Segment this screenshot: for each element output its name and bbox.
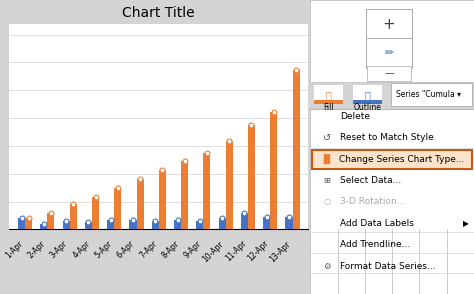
Bar (310, 0, 474, 82)
Bar (159, 170, 166, 229)
FancyBboxPatch shape (312, 150, 473, 169)
Bar (226, 141, 233, 229)
Text: Change Series Chart Type...: Change Series Chart Type... (339, 155, 465, 163)
Bar (310, 109, 474, 294)
Bar (292, 70, 300, 229)
Text: +: + (383, 16, 395, 32)
Bar (129, 220, 137, 229)
Bar (314, 100, 343, 104)
FancyBboxPatch shape (366, 38, 412, 68)
Title: Chart Title: Chart Title (122, 6, 195, 20)
Bar (203, 153, 210, 229)
Bar (285, 216, 292, 229)
Bar (181, 161, 188, 229)
Bar (174, 220, 181, 229)
Text: ⊞: ⊞ (323, 176, 330, 185)
FancyBboxPatch shape (314, 85, 343, 104)
Bar (241, 213, 248, 229)
Text: Outline: Outline (354, 103, 382, 111)
Bar (219, 218, 226, 229)
FancyBboxPatch shape (367, 66, 411, 81)
Bar (40, 224, 47, 229)
Text: —: — (384, 69, 394, 78)
Text: Fill: Fill (323, 103, 334, 111)
Text: ○: ○ (323, 198, 330, 206)
Bar (70, 204, 77, 229)
Bar (152, 221, 159, 229)
Bar (137, 179, 144, 229)
Text: 🪣: 🪣 (326, 90, 331, 100)
Bar (85, 222, 92, 229)
FancyBboxPatch shape (366, 9, 412, 40)
Text: ▐▌: ▐▌ (319, 154, 334, 164)
Text: Series "Cumula ▾: Series "Cumula ▾ (396, 90, 461, 99)
Bar (263, 216, 270, 229)
Text: 3-D Rotation...: 3-D Rotation... (340, 198, 405, 206)
FancyBboxPatch shape (353, 85, 383, 104)
Text: ▶: ▶ (463, 219, 469, 228)
Bar (47, 213, 55, 229)
Text: ↺: ↺ (323, 133, 331, 143)
Bar (196, 221, 203, 229)
Bar (18, 218, 25, 229)
Bar (25, 218, 32, 229)
Text: Add Trendline...: Add Trendline... (340, 240, 410, 249)
Bar (248, 125, 255, 229)
Bar (270, 112, 277, 229)
Bar (92, 197, 99, 229)
Bar (63, 221, 70, 229)
Text: Delete: Delete (340, 112, 370, 121)
Text: ✏: ✏ (384, 48, 393, 58)
Text: 🖊: 🖊 (365, 90, 371, 100)
FancyBboxPatch shape (391, 83, 473, 106)
Bar (107, 220, 114, 229)
Text: Reset to Match Style: Reset to Match Style (340, 133, 434, 142)
Text: ⚙: ⚙ (323, 262, 330, 271)
Text: Select Data...: Select Data... (340, 176, 401, 185)
Bar (114, 188, 121, 229)
Text: Add Data Labels: Add Data Labels (340, 219, 414, 228)
Bar (353, 100, 383, 104)
Text: Format Data Series...: Format Data Series... (340, 262, 436, 271)
